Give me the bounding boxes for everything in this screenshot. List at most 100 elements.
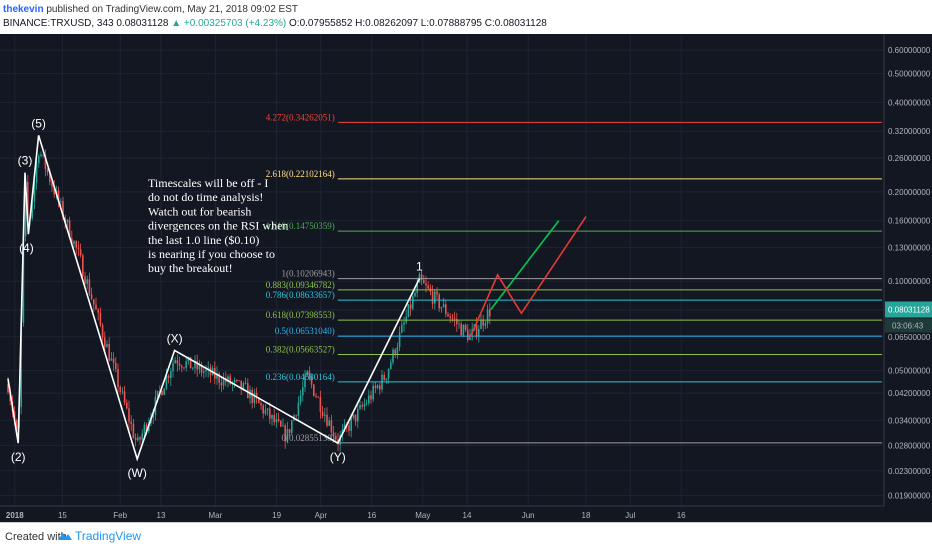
time-tick-label: 19: [272, 511, 281, 520]
price-axis: 0.60000000 0.50000000 0.40000000 0.32000000…: [883, 34, 932, 522]
candle-body: [108, 344, 110, 361]
candle-body: [440, 307, 443, 309]
price-tick-label: 0.20000000: [888, 188, 931, 197]
candle-body: [306, 371, 308, 376]
fib-label: 1.618(0.14750359): [266, 221, 335, 231]
chart-background: [0, 34, 932, 522]
wave-label: (3): [18, 154, 33, 168]
candle-body: [407, 304, 410, 317]
candle-body: [170, 371, 172, 379]
price-axis-bg: [884, 34, 932, 522]
candle-body: [119, 386, 121, 392]
symbol-info: BINANCE:TRXUSD, 343 0.08031128 ▲ +0.0032…: [3, 18, 547, 29]
footer: Created with TradingView: [0, 522, 932, 551]
candle-body: [275, 419, 278, 423]
candle-body: [143, 424, 146, 434]
candle-body: [200, 364, 203, 373]
candle-body: [49, 172, 51, 182]
candle-body: [134, 437, 137, 441]
fib-label: 4.272(0.34262051): [266, 112, 335, 122]
wave-label: (2): [11, 450, 26, 464]
candle-body: [280, 420, 282, 427]
candle-body: [93, 299, 95, 305]
candle-body: [53, 186, 55, 195]
candle-body: [46, 169, 49, 173]
candle-body: [7, 384, 9, 393]
candle-body: [398, 332, 401, 348]
candle-body: [348, 425, 350, 431]
candle-body: [60, 201, 62, 203]
author-link[interactable]: thekevin: [3, 4, 44, 15]
candle-body: [482, 319, 484, 326]
last-price: 0.08031128: [116, 18, 169, 29]
fib-label: 0.786(0.08633657): [266, 290, 335, 300]
candle-body: [387, 368, 390, 379]
candle-body: [361, 405, 363, 407]
candle-body: [396, 347, 399, 355]
time-tick-label: 14: [463, 511, 472, 520]
candle-body: [161, 391, 163, 396]
candle-body: [449, 316, 451, 318]
candle-body: [332, 432, 335, 436]
candle-body: [79, 249, 82, 256]
candle-body: [277, 419, 280, 421]
time-tick-label: 18: [582, 511, 591, 520]
candle-body: [97, 309, 99, 313]
candle-body: [420, 274, 423, 281]
candle-body: [253, 392, 256, 404]
candle-body: [299, 395, 302, 403]
candle-body: [137, 437, 139, 441]
price-tick-label: 0.02800000: [888, 441, 931, 450]
candle-body: [390, 362, 392, 369]
candle-body: [460, 323, 462, 336]
candle-body: [412, 296, 414, 309]
annotation-line: is nearing if you choose to: [148, 247, 275, 261]
candle-body: [183, 367, 185, 369]
candle-body: [453, 318, 456, 320]
candle-body: [286, 429, 289, 442]
candle-body: [431, 291, 434, 304]
annotation-line: Watch out for bearish: [148, 204, 251, 218]
candle-body: [363, 403, 366, 407]
candle-body: [247, 383, 249, 399]
candle-body: [51, 181, 53, 187]
candle-body: [264, 410, 267, 414]
candle-body: [88, 279, 91, 295]
candle-body: [251, 389, 253, 404]
candle-body: [123, 391, 126, 403]
candle-body: [425, 283, 427, 286]
candle-body: [273, 415, 275, 423]
price-tick-label: 0.16000000: [888, 217, 931, 226]
candle-body: [42, 154, 44, 156]
candle-body: [330, 420, 333, 433]
tradingview-brand[interactable]: TradingView: [75, 529, 142, 543]
time-tick-label: Apr: [315, 511, 328, 520]
candle-body: [354, 414, 357, 422]
candle-body: [16, 420, 18, 429]
candle-body: [434, 291, 436, 304]
annotation-line: the last 1.0 line ($0.10): [148, 233, 259, 247]
price-chart[interactable]: 0(0.02855138) 0.236(0.04580164) 0.382(0.05…: [0, 34, 932, 522]
candle-body: [84, 276, 86, 284]
price-tick-label: 0.01900000: [888, 491, 931, 500]
candle-body: [156, 390, 159, 397]
candle-body: [57, 190, 60, 202]
time-tick-label: 2018: [6, 511, 24, 520]
candle-body: [313, 384, 315, 396]
candle-body: [484, 323, 487, 326]
candle-body: [423, 280, 425, 284]
annotation-line: Timescales will be off - I: [148, 176, 268, 190]
price-change: ▲ +0.00325703 (+4.23%): [171, 18, 287, 29]
candle-body: [189, 357, 192, 369]
candle-body: [152, 414, 154, 418]
time-tick-label: Jul: [625, 511, 635, 520]
candle-body: [82, 255, 84, 277]
candle-body: [192, 367, 194, 369]
price-tick-label: 0.02300000: [888, 467, 931, 476]
candle-body: [112, 358, 115, 363]
candle-body: [27, 181, 29, 220]
candle-body: [372, 385, 374, 400]
candle-body: [295, 415, 297, 417]
candle-body: [288, 429, 291, 433]
created-with-text: Created with: [5, 531, 67, 543]
